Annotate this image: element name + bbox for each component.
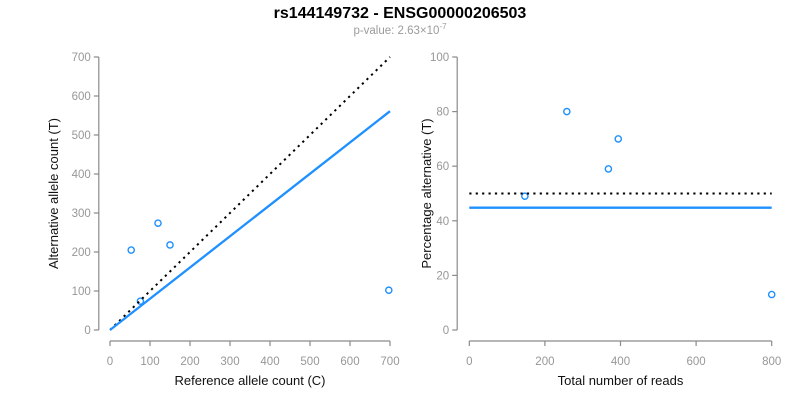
x-tick-label: 300 — [220, 356, 239, 368]
x-axis: 0 100 200 300 400 500 600 700 — [107, 340, 400, 368]
data-point — [563, 107, 571, 116]
x-tick-label: 700 — [380, 356, 399, 368]
data-point — [521, 192, 529, 201]
y-tick-label: 0 — [84, 325, 90, 337]
x-tick-label: 200 — [535, 356, 554, 368]
pvalue-text: p-value: 2.63×10 — [353, 25, 440, 37]
x-tick-label: 0 — [107, 356, 113, 368]
left-scatter-plot: 0 100 200 300 400 500 600 700 0 100 200 300 400 500 60… — [46, 52, 400, 388]
x-tick-label: 500 — [300, 356, 319, 368]
data-point — [154, 219, 162, 227]
figure-subtitle: p-value: 2.63×10-7 — [0, 22, 800, 37]
data-point — [127, 246, 135, 254]
right-scatter-plot: 0 20 40 60 80 100 0 200 400 600 800 Total number of… — [419, 52, 781, 388]
x-tick-label: 800 — [762, 356, 781, 368]
x-tick-label: 400 — [611, 356, 630, 368]
y-tick-label: 20 — [436, 270, 449, 282]
data-points — [521, 107, 776, 299]
y-tick-label: 700 — [72, 52, 91, 64]
figure-title-text: rs144149732 - ENSG00000206503 — [273, 5, 527, 22]
y-axis-title: Percentage alternative (T) — [419, 118, 434, 268]
fit-line — [109, 110, 391, 331]
x-tick-label: 200 — [180, 356, 199, 368]
y-tick-label: 60 — [436, 161, 449, 173]
x-tick-label: 400 — [260, 356, 279, 368]
y-tick-label: 400 — [72, 169, 91, 181]
pvalue-exponent: -7 — [439, 22, 447, 32]
y-tick-label: 100 — [72, 286, 91, 298]
x-tick-label: 0 — [466, 356, 472, 368]
y-axis: 0 20 40 60 80 100 — [430, 52, 458, 337]
x-tick-label: 600 — [687, 356, 706, 368]
data-point — [136, 297, 145, 305]
identity-line — [109, 56, 391, 331]
x-axis-title: Reference allele count (C) — [174, 373, 325, 388]
figure-title: rs144149732 - ENSG00000206503 — [0, 5, 800, 23]
y-tick-label: 80 — [436, 107, 449, 119]
y-tick-label: 40 — [436, 216, 449, 228]
data-point — [604, 165, 613, 173]
data-point — [767, 290, 776, 299]
y-tick-label: 300 — [72, 208, 91, 220]
y-axis-title: Alternative allele count (T) — [46, 118, 61, 269]
y-tick-label: 600 — [72, 91, 91, 103]
y-tick-label: 500 — [72, 130, 91, 142]
y-tick-label: 0 — [443, 325, 449, 337]
x-axis: 0 200 400 600 800 — [466, 340, 781, 368]
data-point — [166, 241, 174, 249]
x-tick-label: 600 — [340, 356, 359, 368]
x-tick-label: 100 — [140, 356, 159, 368]
y-axis: 0 100 200 300 400 500 600 700 — [72, 52, 100, 337]
data-point — [384, 286, 393, 295]
x-axis-title: Total number of reads — [558, 373, 684, 388]
data-points — [127, 219, 393, 305]
data-point — [614, 135, 623, 143]
y-tick-label: 100 — [430, 52, 449, 64]
y-tick-label: 200 — [72, 247, 91, 259]
